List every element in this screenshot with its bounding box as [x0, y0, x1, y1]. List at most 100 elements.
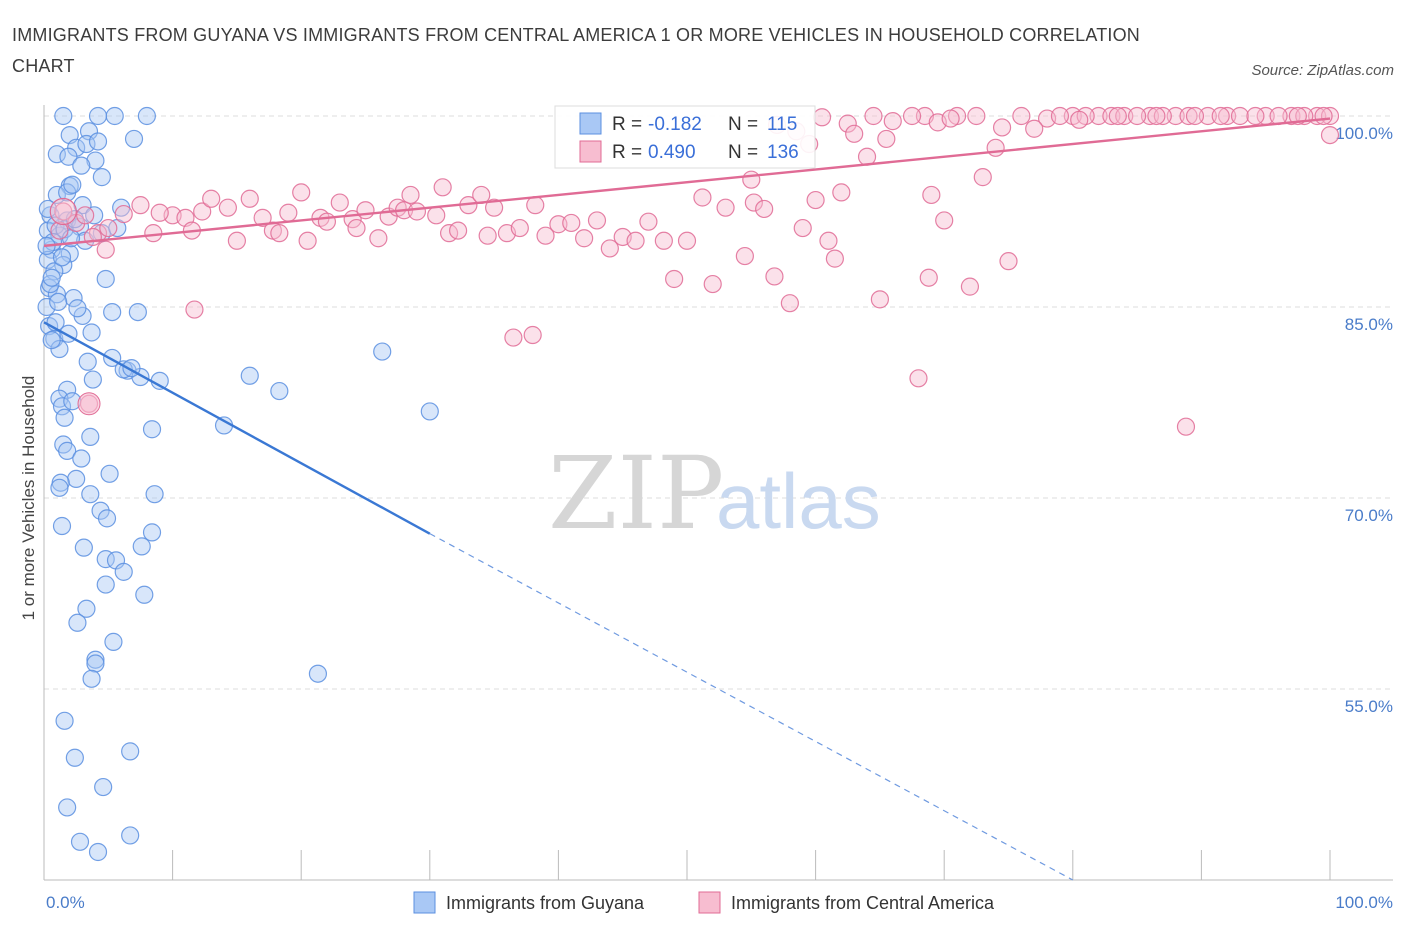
- central-america-point: [654, 231, 673, 250]
- central-america-point: [825, 249, 844, 268]
- central-america-point: [838, 114, 857, 133]
- guyana-point: [41, 274, 60, 294]
- central-america-point: [877, 129, 896, 149]
- guyana-point: [96, 269, 115, 289]
- trend-lines: [43, 117, 1331, 881]
- guyana-point: [54, 106, 73, 126]
- guyana-point: [270, 381, 289, 401]
- central-america-point: [99, 218, 118, 238]
- guyana-point: [49, 292, 68, 312]
- watermark-atlas: atlas: [716, 457, 881, 545]
- central-america-point: [780, 294, 799, 313]
- central-america-point: [218, 198, 237, 217]
- central-america-point: [1050, 106, 1070, 126]
- guyana-point: [103, 302, 122, 322]
- central-america-point: [562, 213, 581, 233]
- legend-r-label: R =: [612, 142, 642, 163]
- central-america-point: [845, 124, 864, 143]
- central-america-point: [744, 193, 763, 212]
- central-america-point: [369, 229, 388, 248]
- central-america-point: [523, 325, 542, 345]
- central-america-point: [433, 178, 452, 197]
- central-america-point: [575, 229, 594, 248]
- watermark: ZIP atlas: [548, 435, 881, 552]
- guyana-point: [114, 562, 133, 581]
- central-america-point: [330, 193, 349, 212]
- guyana-point: [121, 742, 140, 761]
- central-america-point: [765, 267, 784, 286]
- central-america-point: [755, 199, 774, 219]
- central-america-point: [1230, 106, 1250, 126]
- legend-n-label: N =: [728, 114, 758, 135]
- central-america-point: [1127, 106, 1147, 126]
- guyana-point: [373, 342, 392, 361]
- central-america-point: [742, 170, 761, 189]
- central-america-point: [227, 231, 246, 250]
- guyana-point: [83, 370, 102, 389]
- central-america-point: [1211, 106, 1230, 126]
- central-america-point: [193, 202, 212, 221]
- central-america-point: [973, 168, 992, 187]
- central-america-point: [716, 198, 735, 217]
- guyana-point: [105, 106, 124, 126]
- guyana-point: [88, 842, 108, 862]
- guyana-point: [58, 798, 77, 817]
- central-america-point: [253, 208, 272, 227]
- central-america-point: [317, 212, 337, 231]
- chart-title: IMMIGRANTS FROM GUYANA VS IMMIGRANTS FRO…: [12, 25, 1140, 76]
- central-america-point: [1070, 110, 1089, 129]
- guyana-point: [88, 106, 108, 126]
- guyana-point: [52, 248, 72, 267]
- guyana-point: [142, 420, 162, 439]
- guyana-point: [240, 366, 259, 385]
- central-america-point: [549, 215, 568, 234]
- central-america-point: [1176, 417, 1196, 436]
- guyana-point: [124, 129, 144, 149]
- central-america-point: [202, 189, 221, 208]
- legend-n-value: 136: [767, 142, 799, 163]
- guyana-point: [74, 538, 93, 557]
- central-america-point: [1179, 106, 1198, 126]
- central-america-point: [185, 300, 204, 319]
- central-america-point: [626, 231, 645, 250]
- central-america-point: [587, 211, 607, 230]
- central-america-point: [270, 224, 289, 243]
- guyana-point: [63, 175, 82, 194]
- central-america-point: [883, 111, 902, 131]
- guyana-point: [91, 501, 110, 520]
- guyana-point: [86, 654, 105, 673]
- central-america-point: [1320, 106, 1340, 126]
- guyana-point: [97, 509, 117, 528]
- central-america-point: [1314, 106, 1333, 126]
- central-america-point: [1115, 106, 1134, 126]
- axes: 100.0% 85.0% 70.0% 55.0% 0.0% 100.0%: [43, 105, 1393, 912]
- central-america-point: [941, 109, 960, 128]
- central-america-point: [49, 197, 77, 226]
- y-tick-label: 70.0%: [1345, 506, 1393, 525]
- central-america-point: [240, 189, 259, 208]
- guyana-point: [54, 255, 73, 275]
- x-tick-label: 100.0%: [1335, 893, 1393, 912]
- guyana-point: [68, 299, 87, 318]
- guyana-point: [128, 302, 147, 322]
- central-america-point: [510, 218, 529, 238]
- central-america-point: [76, 206, 95, 225]
- central-america-point: [83, 227, 102, 247]
- central-america-point: [478, 226, 497, 245]
- guyana-point: [64, 288, 83, 308]
- central-america-point: [448, 221, 468, 240]
- guyana-point: [50, 478, 69, 497]
- central-america-point: [77, 392, 101, 416]
- y-tick-label: 100.0%: [1335, 124, 1393, 143]
- central-america-point: [150, 203, 169, 222]
- guyana-point: [135, 585, 154, 604]
- guyana-point: [92, 168, 111, 187]
- guyana-point: [142, 523, 162, 542]
- central-america-point: [1218, 106, 1237, 126]
- guyana-point: [94, 777, 113, 797]
- guyana-point: [121, 826, 140, 845]
- central-america-point: [999, 252, 1018, 271]
- central-america-trend-line: [43, 117, 1331, 248]
- watermark-zip: ZIP: [548, 435, 724, 552]
- guyana-trend-line: [43, 321, 431, 535]
